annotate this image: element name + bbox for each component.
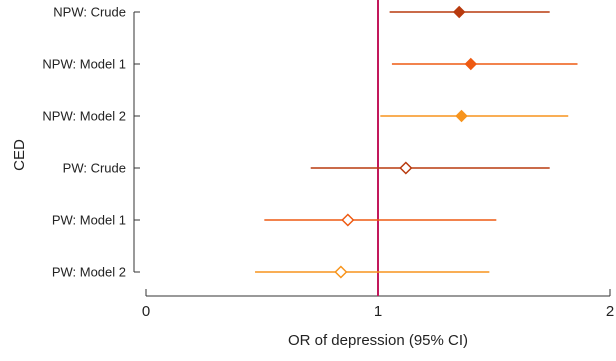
forest-row: PW: Model 2 <box>52 265 490 280</box>
y-axis-title: CED <box>11 139 28 171</box>
point-estimate-marker <box>341 213 355 227</box>
category-label: PW: Model 2 <box>52 265 126 280</box>
x-tick-label: 1 <box>374 303 382 320</box>
point-estimate-marker <box>464 57 478 71</box>
point-estimate-marker <box>334 265 348 279</box>
x-tick-label: 0 <box>142 303 150 320</box>
forest-row: NPW: Model 2 <box>42 109 569 124</box>
category-label: PW: Crude <box>63 161 126 176</box>
forest-row: NPW: Model 1 <box>42 57 578 72</box>
category-label: NPW: Model 2 <box>42 109 126 124</box>
category-label: NPW: Model 1 <box>42 57 126 72</box>
category-label: PW: Model 1 <box>52 213 126 228</box>
forest-row: PW: Crude <box>63 161 550 176</box>
category-label: NPW: Crude <box>53 5 126 20</box>
forest-row: NPW: Crude <box>53 5 550 20</box>
point-estimate-marker <box>399 161 413 175</box>
forest-row: PW: Model 1 <box>52 213 497 228</box>
x-tick-label: 2 <box>606 303 614 320</box>
point-estimate-marker <box>452 5 466 19</box>
x-axis-title: OR of depression (95% CI) <box>288 332 468 349</box>
point-estimate-marker <box>455 109 468 123</box>
